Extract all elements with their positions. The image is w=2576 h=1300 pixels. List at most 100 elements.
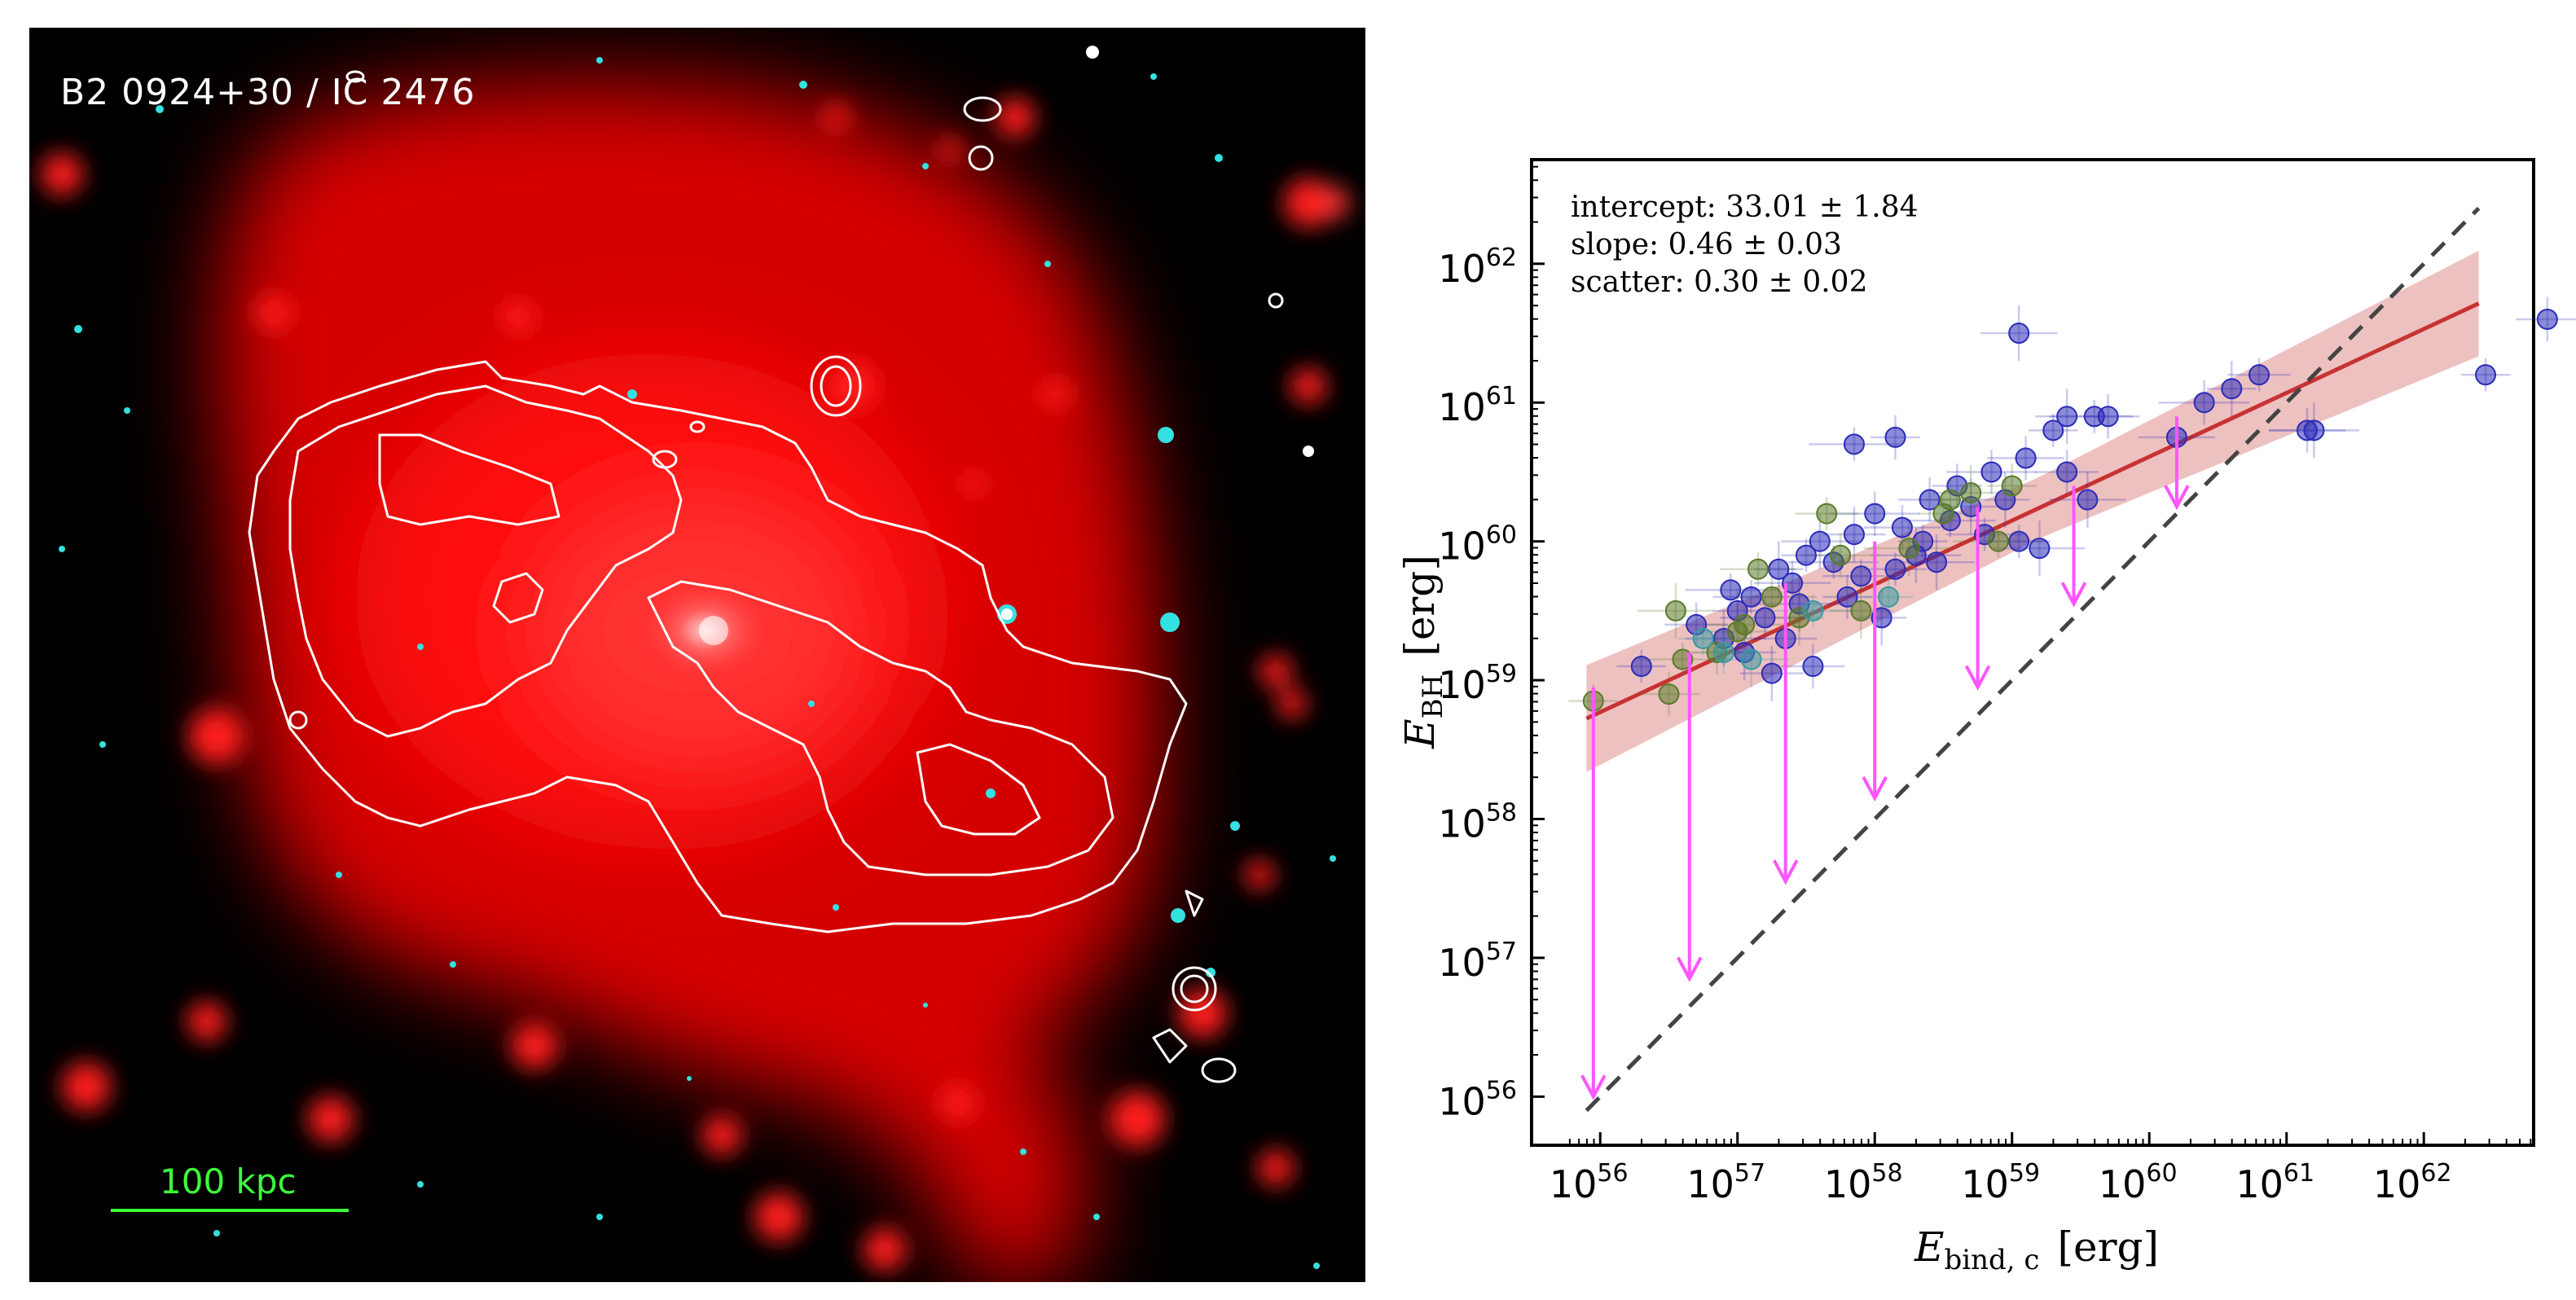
x-tick-base: 10 <box>1686 1162 1734 1206</box>
x-ticks-group: 1056 1057 1058 1059 1060 1061 1062 <box>1550 1132 2532 1206</box>
x-axis-label-sub: bind, c <box>1945 1244 2040 1276</box>
x-tick-exponent: 57 <box>1734 1159 1765 1188</box>
data-point-blue <box>1870 607 1892 629</box>
x-tick-label: 1059 <box>1961 1159 2040 1206</box>
upper-limit-arrowhead <box>2060 582 2087 608</box>
data-point-blue <box>1864 503 1886 525</box>
upper-limit-arrowhead <box>2164 485 2190 511</box>
data-point-blue <box>2249 364 2270 386</box>
data-point-olive <box>1761 586 1783 608</box>
data-point-blue <box>1761 662 1783 684</box>
y-tick-base: 10 <box>1438 385 1486 429</box>
y-tick-exponent: 57 <box>1486 938 1517 966</box>
y-tick-label: 1056 <box>1438 1076 1517 1123</box>
x-tick-base: 10 <box>2373 1162 2421 1206</box>
data-point-blue <box>1630 656 1652 678</box>
one-to-one-line <box>1585 206 2481 1113</box>
data-point-blue <box>1836 586 1858 608</box>
x-tick-label: 1056 <box>1550 1159 1629 1206</box>
data-point-olive <box>1830 544 1852 566</box>
annotation-intercept-label: intercept <box>1571 191 1707 224</box>
upper-limit-arrows-group <box>1580 416 2190 1100</box>
data-point-blue <box>2221 378 2243 400</box>
data-point-blue <box>1843 524 1865 546</box>
y-tick-label: 1062 <box>1438 244 1517 291</box>
y-axis-label-main: E <box>1396 718 1444 749</box>
x-tick-label: 1061 <box>2235 1159 2314 1206</box>
data-point-blue <box>1891 516 1913 538</box>
y-tick-label: 1060 <box>1438 521 1517 569</box>
y-tick-base: 10 <box>1438 525 1486 569</box>
y-tick-exponent: 56 <box>1486 1076 1517 1105</box>
data-point-blue <box>2193 392 2215 414</box>
x-tick-base: 10 <box>1550 1162 1598 1206</box>
data-point-olive <box>1664 599 1686 621</box>
data-point-teal <box>1692 627 1714 649</box>
y-tick-base: 10 <box>1438 802 1486 846</box>
data-point-blue <box>2536 308 2558 330</box>
data-point-blue <box>1919 489 1941 511</box>
x-tick-exponent: 62 <box>2420 1159 2451 1188</box>
y-tick-label: 1057 <box>1438 938 1517 985</box>
data-point-blue <box>1884 426 1906 448</box>
scatter-chart: 1056 1057 1058 1059 1060 1061 1062 10561057105… <box>1396 158 2576 1276</box>
x-tick-exponent: 58 <box>1871 1159 1902 1188</box>
x-tick-label: 1057 <box>1686 1159 1765 1206</box>
data-point-blue <box>2303 419 2325 441</box>
y-axis-label: EBH [erg] <box>1396 555 1449 749</box>
image-title: B2 0924+30 / IC 2476 <box>60 72 476 113</box>
plot-frame <box>1530 158 2535 1147</box>
optical-stars <box>59 57 1336 1269</box>
data-point-blue <box>1843 433 1865 455</box>
data-point-olive <box>1734 613 1756 635</box>
data-point-blue <box>1809 530 1831 552</box>
x-axis-label-unit: [erg] <box>2057 1223 2159 1271</box>
data-point-teal <box>1712 642 1734 663</box>
data-point-blue <box>1926 551 1948 573</box>
data-point-olive <box>1658 683 1680 705</box>
data-point-teal <box>1878 586 1900 608</box>
data-point-blue <box>2077 489 2099 511</box>
data-point-blue <box>1980 461 2002 483</box>
data-point-olive <box>2001 475 2023 497</box>
annotation-intercept-value: 33.01 ± 1.84 <box>1725 191 1918 224</box>
y-tick-base: 10 <box>1438 663 1486 707</box>
data-point-blue <box>1720 579 1742 601</box>
data-point-olive <box>1850 599 1872 621</box>
data-point-blue <box>2015 447 2037 469</box>
y-tick-exponent: 58 <box>1486 799 1517 828</box>
data-point-blue <box>1768 558 1790 580</box>
y-tick-exponent: 61 <box>1486 382 1517 411</box>
data-point-blue <box>2042 419 2064 441</box>
x-tick-base: 10 <box>2235 1162 2284 1206</box>
y-tick-exponent: 60 <box>1486 521 1517 550</box>
x-tick-exponent: 61 <box>2284 1159 2314 1188</box>
data-point-teal <box>1802 599 1824 621</box>
upper-limit-arrowhead <box>1580 1074 1607 1100</box>
fit-annotation: intercept: 33.01 ± 1.84 slope: 0.46 ± 0.… <box>1571 191 1919 299</box>
upper-limit-arrowhead <box>1677 956 1703 982</box>
x-tick-label: 1062 <box>2373 1159 2452 1206</box>
upper-limit-arrowhead <box>1862 775 1888 802</box>
one-to-one-line-group <box>1585 206 2481 1113</box>
data-point-blue <box>1740 586 1762 608</box>
data-point-blue <box>2056 461 2078 483</box>
y-axis-label-unit: [erg] <box>1396 555 1444 657</box>
scale-bar <box>111 1209 349 1212</box>
y-tick-base: 10 <box>1438 247 1486 291</box>
scatter-chart-panel: 1056 1057 1058 1059 1060 1061 1062 1056 1057 105… <box>1377 0 2576 1300</box>
data-point-olive <box>1672 648 1694 670</box>
x-tick-label: 1058 <box>1824 1159 1903 1206</box>
upper-limit-arrowhead <box>1772 859 1799 885</box>
annotation-slope-label: slope <box>1571 228 1649 261</box>
y-tick-exponent: 59 <box>1486 660 1517 688</box>
data-point-blue <box>2008 530 2030 552</box>
annotation-scatter-label: scatter <box>1571 266 1675 299</box>
data-points-group <box>1582 308 2558 712</box>
y-tick-label: 1058 <box>1438 799 1517 846</box>
data-point-olive <box>1747 558 1769 580</box>
x-tick-base: 10 <box>2099 1162 2147 1206</box>
bright-stars <box>699 46 1314 645</box>
x-tick-exponent: 56 <box>1597 1159 1628 1188</box>
